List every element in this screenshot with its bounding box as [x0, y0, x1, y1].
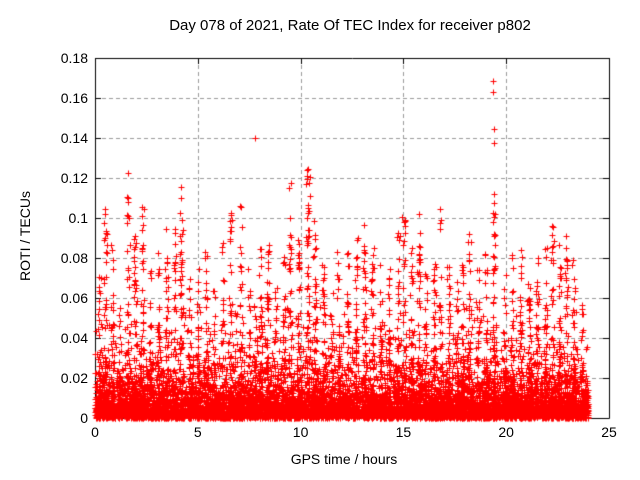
x-tick-label: 10 — [292, 424, 309, 440]
y-tick-label: 0.1 — [68, 210, 88, 226]
y-tick-label: 0.16 — [60, 90, 88, 106]
y-tick-label: 0.12 — [60, 170, 88, 186]
y-tick-label: 0.18 — [60, 50, 88, 66]
y-tick-label: 0.06 — [60, 290, 88, 306]
y-tick-label: 0.04 — [60, 330, 88, 346]
x-tick-label: 0 — [91, 424, 99, 440]
x-tick-label: 15 — [395, 424, 412, 440]
y-tick-label: 0 — [80, 410, 88, 426]
y-tick-label: 0.08 — [60, 250, 88, 266]
x-axis-label: GPS time / hours — [290, 451, 398, 467]
chart-title: Day 078 of 2021, Rate Of TEC Index for r… — [169, 17, 531, 34]
x-tick-label: 25 — [601, 424, 617, 440]
x-tick-label: 5 — [193, 424, 202, 440]
x-tick-label: 20 — [498, 424, 514, 440]
y-tick-label: 0.14 — [60, 130, 88, 146]
y-tick-label: 0.02 — [60, 370, 88, 386]
y-axis-label: ROTI / TECUs — [17, 191, 33, 281]
